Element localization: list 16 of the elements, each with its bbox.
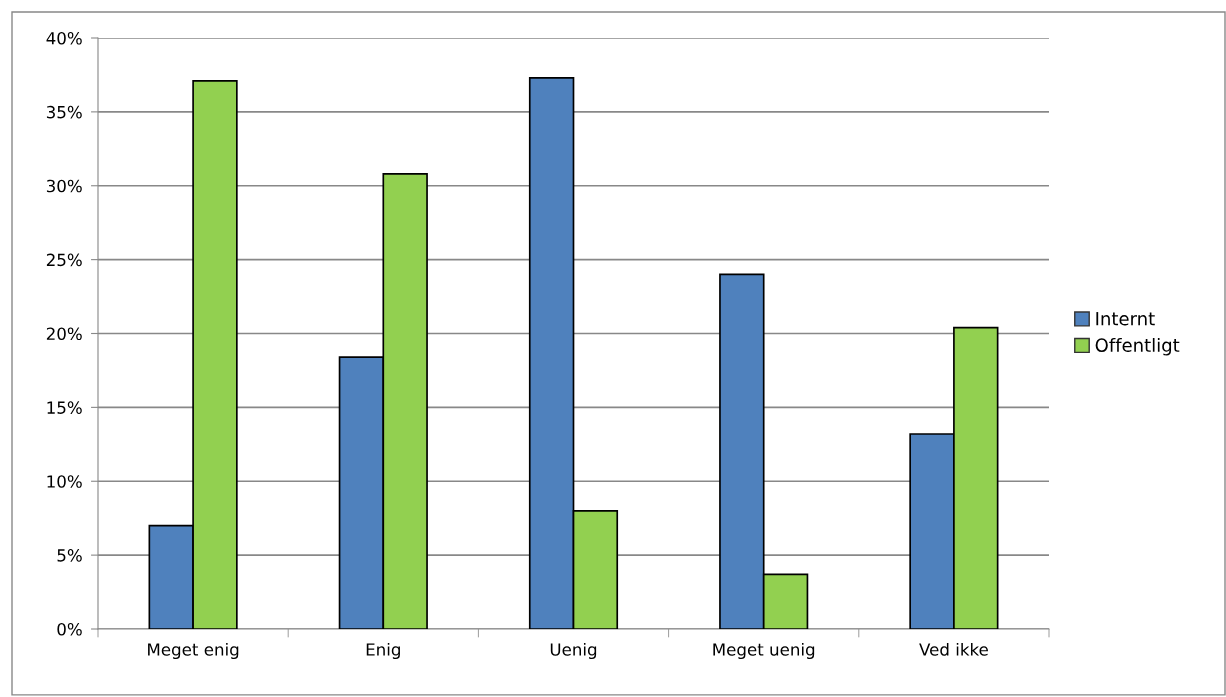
x-tick-label: Uenig <box>550 642 597 660</box>
x-tick-label: Enig <box>366 642 400 660</box>
y-tick-label: 35% <box>46 105 82 119</box>
legend-label: Offentligt <box>1095 338 1180 356</box>
x-tick-label: Meget uenig <box>713 642 815 660</box>
y-tick-label: 15% <box>47 401 82 414</box>
y-tick-label: 40% <box>46 31 82 45</box>
y-tick-label: 25% <box>46 253 82 267</box>
y-tick-label: 30% <box>46 179 82 193</box>
legend-label: Internt <box>1096 312 1155 326</box>
y-tick-label: 5% <box>57 549 82 562</box>
x-tick-label: Ved ikke <box>919 642 988 656</box>
y-tick-label: 0% <box>57 622 82 636</box>
y-tick-label: 10% <box>47 475 82 488</box>
y-tick-label: 20% <box>46 327 82 341</box>
x-tick-label: Meget enig <box>148 642 239 660</box>
